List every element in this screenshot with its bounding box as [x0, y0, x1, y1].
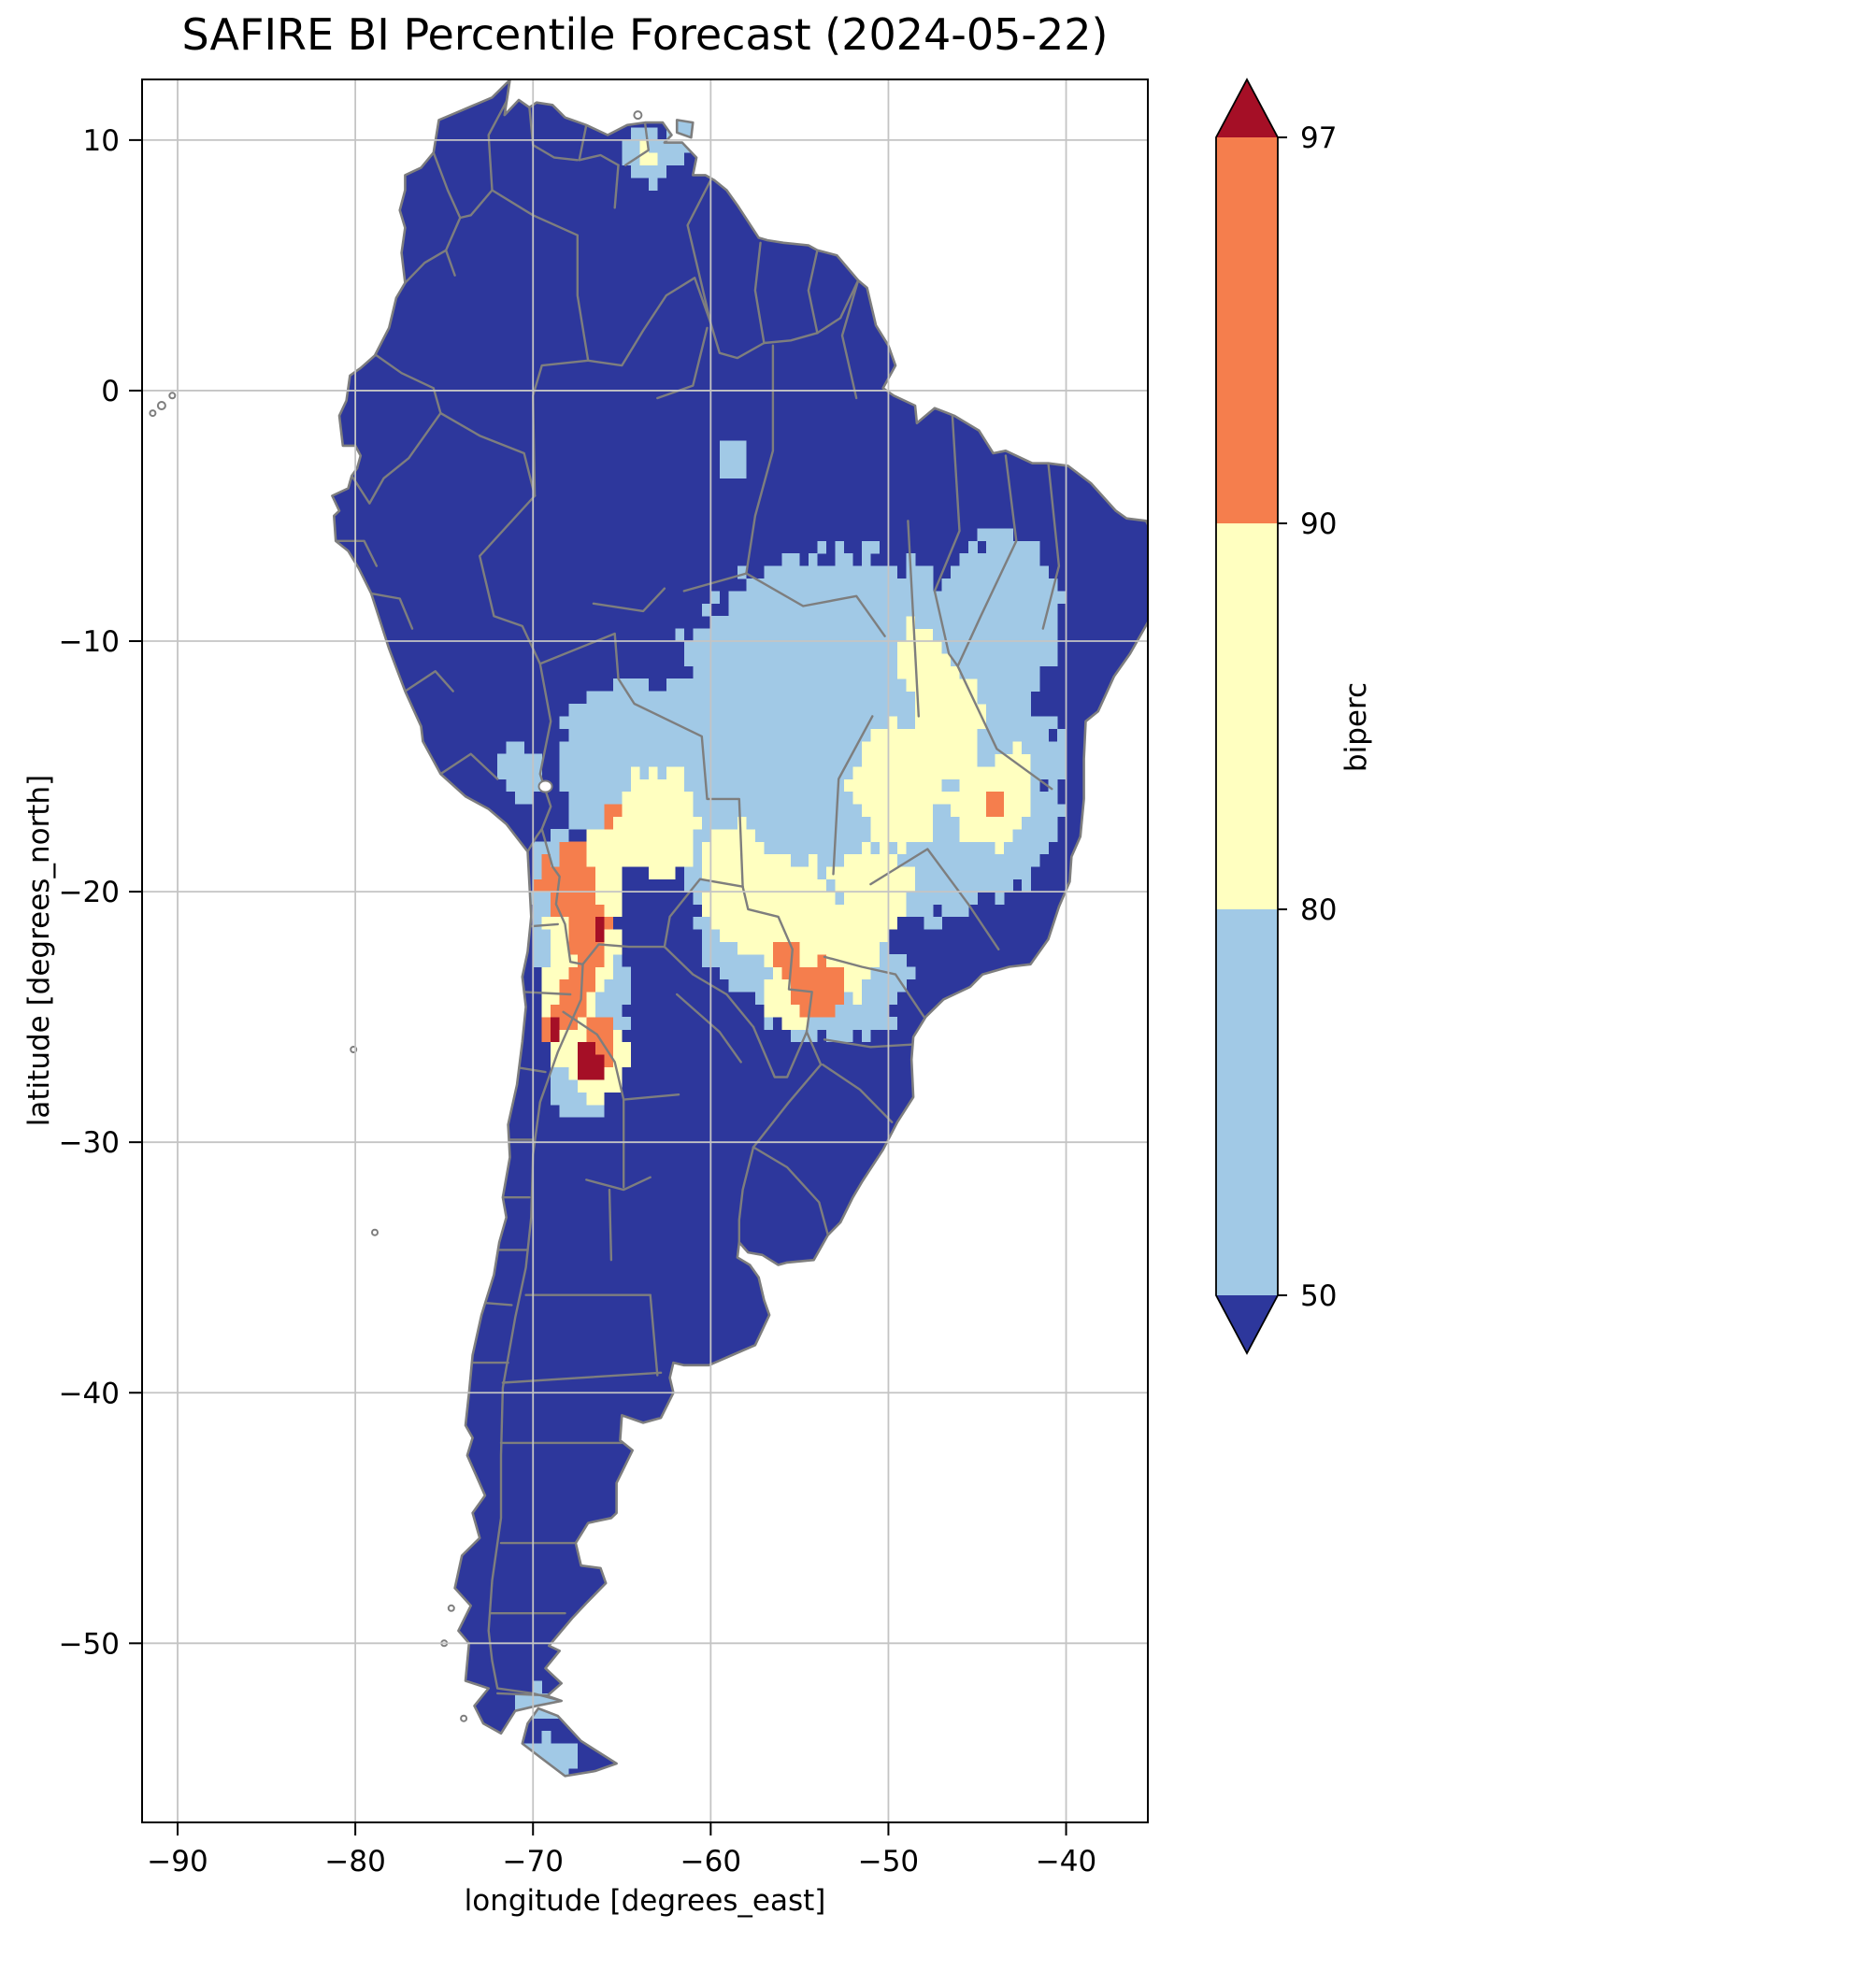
colorbar-tick-label: 97	[1300, 121, 1337, 155]
x-axis-label: longitude [degrees_east]	[464, 1884, 826, 1918]
x-tick-label: −40	[1036, 1845, 1096, 1878]
y-tick-label: −10	[59, 625, 120, 659]
y-tick-label: 10	[83, 124, 120, 158]
admin-borders	[335, 93, 1061, 1703]
colorbar-tick-label: 50	[1300, 1279, 1337, 1313]
heatmap-cells	[497, 115, 1067, 1777]
plot-area	[142, 79, 1148, 1822]
colorbar-tick-label: 90	[1300, 507, 1337, 541]
y-tick-label: −30	[59, 1126, 120, 1160]
colorbar-extend-above	[1216, 79, 1278, 137]
x-tick-label: −70	[503, 1845, 564, 1878]
x-tick-label: −80	[324, 1845, 385, 1878]
coastline	[149, 79, 1148, 1778]
y-tick-label: −50	[59, 1627, 120, 1661]
lake-titicaca	[537, 779, 553, 793]
colorbar-extend-below	[1216, 1295, 1278, 1353]
y-tick-label: −40	[59, 1377, 120, 1410]
y-tick-label: 0	[101, 375, 120, 408]
x-tick-label: −50	[858, 1845, 919, 1878]
colorbar: 50 80 90 97	[1215, 78, 1337, 1355]
x-tick-label: −60	[680, 1845, 741, 1878]
chart-title: SAFIRE BI Percentile Forecast (2024-05-2…	[181, 9, 1109, 60]
colorbar-label: biperc	[1339, 681, 1373, 773]
colorbar-tick-label: 80	[1300, 893, 1337, 927]
y-tick-label: −20	[59, 876, 120, 909]
x-tick-label: −90	[147, 1845, 208, 1878]
y-axis-label: latitude [degrees_north]	[22, 774, 56, 1127]
plot-frame	[141, 79, 1149, 1823]
axis-ticks: −90 −80 −70 −60 −50 −40 10 0 −10 −20 −30 −40 −50	[59, 124, 1097, 1878]
gridlines	[142, 79, 1148, 1822]
